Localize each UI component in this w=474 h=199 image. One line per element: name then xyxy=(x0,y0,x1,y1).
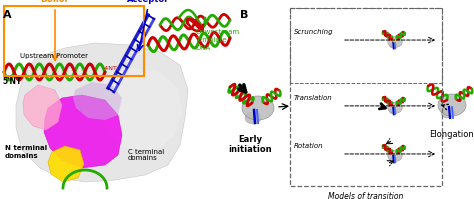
Text: A: A xyxy=(3,10,12,20)
Text: N terminal
domains: N terminal domains xyxy=(5,145,47,158)
Text: Early
initiation: Early initiation xyxy=(228,135,272,154)
Bar xyxy=(4,6,144,76)
Text: Scrunching: Scrunching xyxy=(294,29,334,35)
Polygon shape xyxy=(73,82,122,120)
Ellipse shape xyxy=(388,151,402,161)
Text: Translation: Translation xyxy=(294,95,333,101)
Ellipse shape xyxy=(390,109,397,114)
Text: Elongation: Elongation xyxy=(429,130,474,139)
Ellipse shape xyxy=(441,108,455,118)
Polygon shape xyxy=(100,68,182,152)
Ellipse shape xyxy=(242,96,274,120)
Ellipse shape xyxy=(388,37,402,47)
Ellipse shape xyxy=(390,43,397,48)
Ellipse shape xyxy=(388,102,402,113)
Text: Models of transition: Models of transition xyxy=(328,192,404,199)
Text: 5'NT: 5'NT xyxy=(2,77,21,87)
Bar xyxy=(290,8,442,186)
Text: Downstream
Template
DNA: Downstream Template DNA xyxy=(195,29,239,51)
Ellipse shape xyxy=(390,157,397,162)
Text: Upstream Promoter: Upstream Promoter xyxy=(20,53,88,59)
Polygon shape xyxy=(23,85,62,130)
Polygon shape xyxy=(44,95,122,168)
Text: C terminal
domains: C terminal domains xyxy=(128,148,164,162)
Polygon shape xyxy=(48,146,84,182)
Bar xyxy=(290,8,442,83)
Text: B: B xyxy=(240,10,248,20)
Text: Acceptor: Acceptor xyxy=(127,0,169,4)
Text: Rotation: Rotation xyxy=(294,143,324,149)
Text: Donor: Donor xyxy=(41,0,69,4)
Ellipse shape xyxy=(245,112,261,124)
Ellipse shape xyxy=(392,39,396,42)
Polygon shape xyxy=(16,43,188,182)
Text: -4NT: -4NT xyxy=(102,65,118,70)
Ellipse shape xyxy=(438,94,466,116)
